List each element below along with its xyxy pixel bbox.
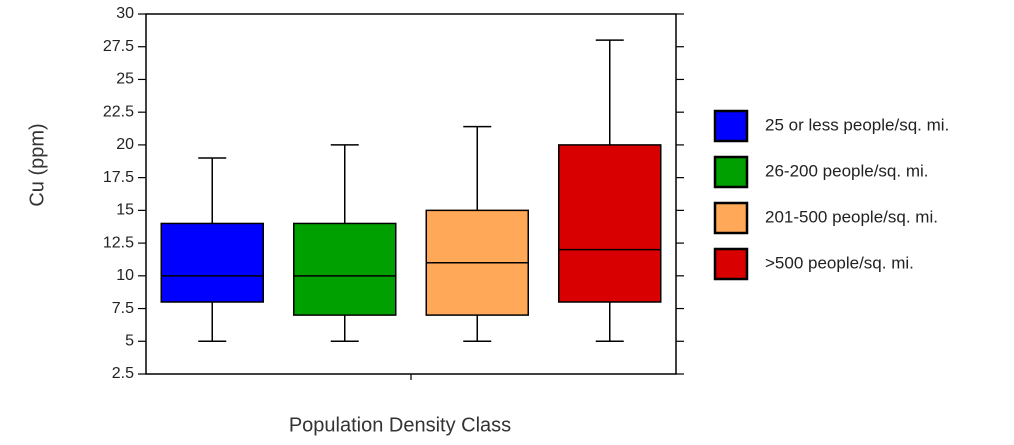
y-tick-label: 17.5: [103, 169, 134, 186]
box-group: [160, 157, 264, 343]
y-tick-label: 5: [125, 332, 134, 349]
legend-entry: >500 people/sq. mi.: [713, 247, 914, 281]
x-axis-title: Population Density Class: [289, 414, 511, 436]
y-tick-label: 15: [116, 202, 134, 219]
legend-swatch: [713, 155, 749, 189]
plot-area: 2.5 5 7.5 10 12.5 15 17.5 20 22.5 25 27.5 30: [103, 5, 684, 382]
legend-swatch: [713, 109, 749, 143]
y-tick-label: 2.5: [112, 365, 134, 382]
y-tick-label: 20: [116, 136, 134, 153]
legend-label: 26-200 people/sq. mi.: [765, 161, 929, 180]
y-axis-title: Cu (ppm): [26, 123, 48, 206]
y-tick-label: 12.5: [103, 234, 134, 251]
box-iqr: [558, 144, 662, 303]
legend-entry: 26-200 people/sq. mi.: [713, 155, 929, 189]
box-group: [293, 144, 397, 343]
y-tick-label: 25: [116, 71, 134, 88]
legend-entry: 201-500 people/sq. mi.: [713, 201, 938, 235]
y-tick-label: 30: [116, 5, 134, 22]
box-iqr: [293, 222, 397, 316]
legend-label: >500 people/sq. mi.: [765, 253, 914, 272]
legend-label: 25 or less people/sq. mi.: [765, 115, 949, 134]
y-tick-label: 22.5: [103, 103, 134, 120]
y-tick-label: 27.5: [103, 38, 134, 55]
box-iqr: [160, 222, 264, 303]
y-tick-label: 10: [116, 267, 134, 284]
legend-swatch: [713, 247, 749, 281]
legend: 25 or less people/sq. mi. 26-200 people/s…: [713, 109, 949, 281]
box-group: [558, 39, 662, 343]
box-group: [425, 125, 529, 343]
legend-label: 201-500 people/sq. mi.: [765, 207, 938, 226]
legend-entry: 25 or less people/sq. mi.: [713, 109, 949, 143]
legend-swatch: [713, 201, 749, 235]
y-tick-label: 7.5: [112, 300, 134, 317]
